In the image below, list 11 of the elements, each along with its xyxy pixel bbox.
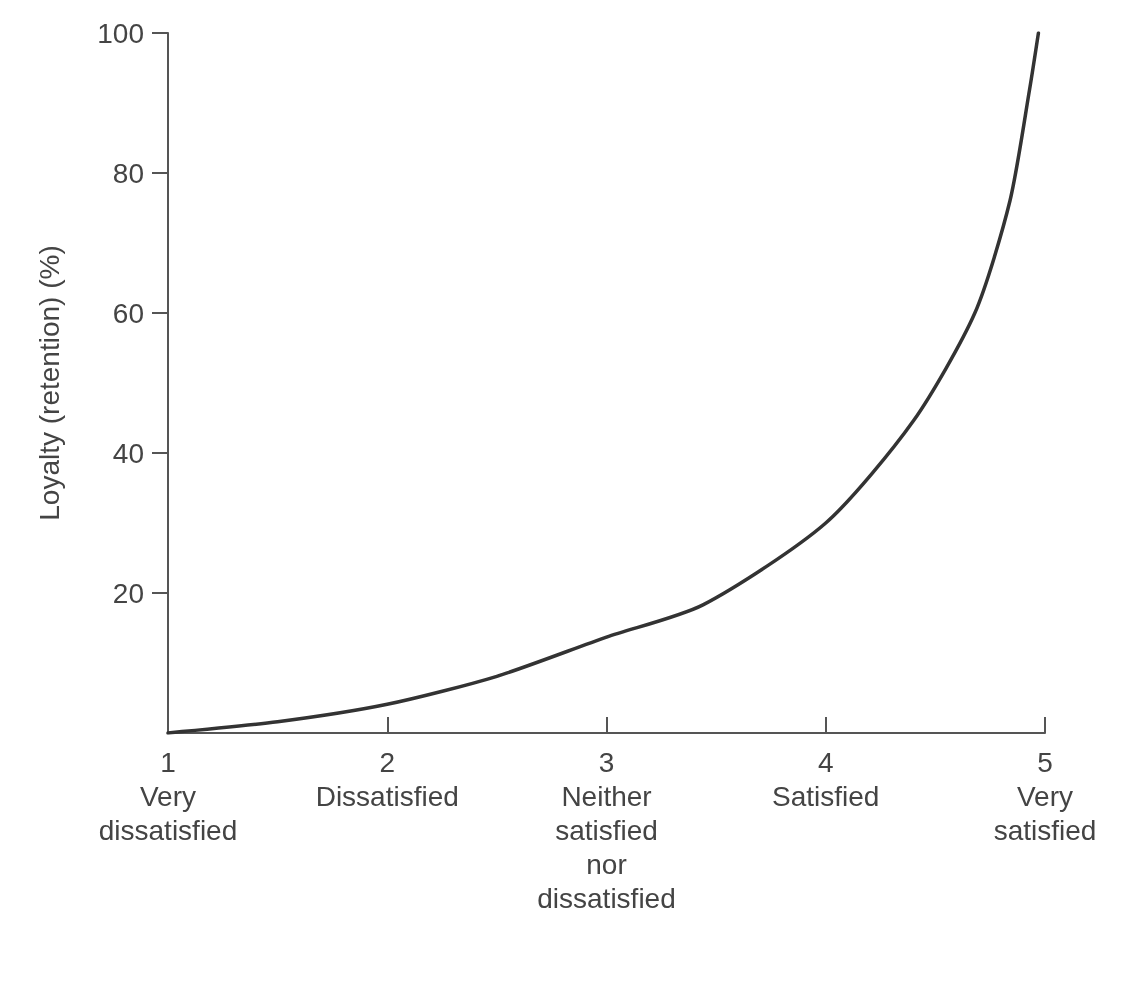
x-tick-label: 3 Neither satisfied nor dissatisfied <box>537 746 676 914</box>
y-tick-label: 40 <box>112 437 144 469</box>
x-tick-label: 4 Satisfied <box>772 746 880 812</box>
x-tick-label: 2 Dissatisfied <box>315 746 459 812</box>
y-tick-label: 20 <box>112 577 144 609</box>
y-tick-label: 100 <box>97 17 144 49</box>
x-tick-label: 5 Very satisfied <box>993 746 1097 846</box>
y-axis-title: Loyalty (retention) (%) <box>33 245 65 521</box>
y-tick-label: 80 <box>112 157 144 189</box>
y-tick-label: 60 <box>112 297 144 329</box>
x-tick-label: 1 Very dissatisfied <box>98 746 238 846</box>
